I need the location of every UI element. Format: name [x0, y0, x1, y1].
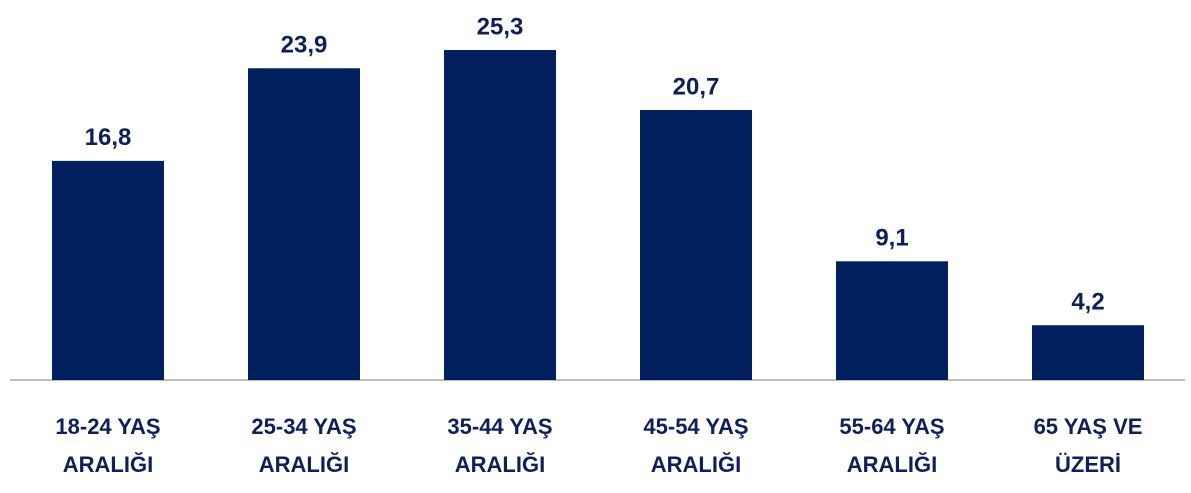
- value-label: 9,1: [875, 225, 908, 252]
- bar: [836, 261, 948, 380]
- x-tick-label: 35-44 YAŞ ARALIĞI: [447, 414, 553, 477]
- x-tick-label: 65 YAŞ VE ÜZERİ: [1033, 414, 1143, 477]
- x-tick-label: 25-34 YAŞ ARALIĞI: [251, 414, 357, 477]
- value-label: 16,8: [85, 124, 132, 151]
- value-label: 4,2: [1071, 289, 1104, 316]
- bar: [444, 50, 556, 380]
- value-label: 25,3: [477, 13, 524, 40]
- value-label: 20,7: [673, 73, 720, 100]
- x-tick-label: 45-54 YAŞ ARALIĞI: [643, 414, 749, 477]
- bar: [640, 110, 752, 380]
- bar: [248, 68, 360, 381]
- value-label: 23,9: [281, 32, 328, 59]
- bar: [1032, 325, 1144, 380]
- bar: [52, 160, 164, 380]
- x-tick-label: 18-24 YAŞ ARALIĞI: [55, 414, 161, 477]
- x-tick-label: 55-64 YAŞ ARALIĞI: [839, 414, 945, 477]
